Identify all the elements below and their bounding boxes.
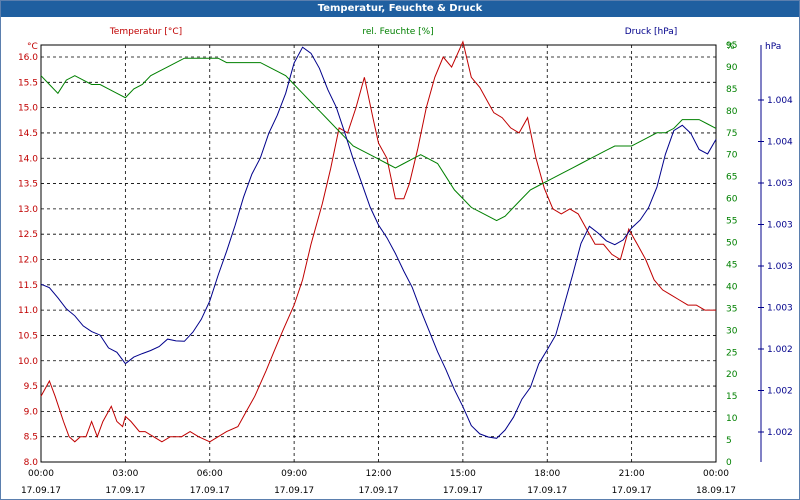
series-line-temp	[40, 40, 716, 443]
chart-plot: °C Temperatur [°C] rel. Feuchte [%] Druc…	[18, 27, 793, 496]
temp-tick-label: 10.0	[18, 357, 38, 367]
hum-tick-label: 0	[726, 458, 732, 468]
x-tick-date: 17.09.17	[443, 486, 483, 496]
press-tick-label: 1.003	[767, 304, 793, 314]
hum-tick-label: 85	[726, 85, 737, 95]
hum-tick-label: 90	[726, 63, 738, 73]
temp-tick-label: 9.5	[24, 382, 38, 392]
x-tick-time: 00:00	[28, 469, 54, 479]
press-tick-label: 1.003	[767, 221, 793, 231]
hum-tick-label: 50	[726, 239, 738, 249]
x-tick-time: 15:00	[450, 469, 476, 479]
press-axis-title: Druck [hPa]	[625, 27, 678, 37]
press-tick-label: 1.002	[767, 387, 793, 397]
temp-tick-label: 9.0	[24, 407, 39, 417]
press-tick-label: 1.004	[767, 138, 793, 148]
x-tick-date: 18.09.17	[696, 486, 736, 496]
x-tick-time: 00:00	[703, 469, 729, 479]
x-tick-time: 09:00	[281, 469, 307, 479]
x-tick-date: 17.09.17	[358, 486, 398, 496]
x-tick-date: 17.09.17	[105, 486, 145, 496]
x-tick-time: 21:00	[619, 469, 645, 479]
x-tick-time: 03:00	[112, 469, 138, 479]
x-tick-time: 12:00	[366, 469, 392, 479]
x-tick-time: 18:00	[534, 469, 560, 479]
press-tick-label: 1.004	[767, 96, 793, 106]
temp-tick-label: 15.0	[18, 104, 38, 114]
hum-tick-label: 15	[726, 392, 737, 402]
x-tick-date: 17.09.17	[21, 486, 61, 496]
x-tick-time: 06:00	[197, 469, 223, 479]
temp-tick-label: 12.5	[18, 230, 38, 240]
hum-tick-label: 10	[726, 414, 738, 424]
chart-title: Temperatur, Feuchte & Druck	[1, 1, 799, 17]
temp-tick-label: 15.5	[18, 78, 38, 88]
hum-tick-label: 25	[726, 348, 737, 358]
hum-tick-label: 5	[726, 436, 732, 446]
x-tick-date: 17.09.17	[274, 486, 314, 496]
hum-unit-label: %	[726, 42, 735, 52]
press-tick-label: 1.003	[767, 262, 793, 272]
hum-tick-label: 95	[726, 41, 737, 51]
temp-tick-label: 13.5	[18, 180, 38, 190]
x-tick-date: 17.09.17	[190, 486, 230, 496]
hum-tick-label: 75	[726, 129, 737, 139]
press-tick-label: 1.003	[767, 179, 793, 189]
press-unit-label: hPa	[765, 42, 781, 52]
hum-tick-label: 70	[726, 151, 738, 161]
temp-tick-label: 13.0	[18, 205, 38, 215]
hum-tick-label: 20	[726, 370, 738, 380]
temp-tick-label: 8.5	[24, 433, 38, 443]
temp-tick-label: 8.0	[24, 458, 39, 468]
x-tick-date: 17.09.17	[612, 486, 652, 496]
temp-tick-label: 14.5	[18, 129, 38, 139]
temp-tick-label: 10.5	[18, 331, 38, 341]
temp-tick-label: 14.0	[18, 154, 38, 164]
temp-tick-label: 11.5	[18, 281, 38, 291]
hum-tick-label: 40	[726, 282, 738, 292]
temp-unit-label: °C	[27, 42, 38, 52]
hum-tick-label: 65	[726, 173, 737, 183]
hum-tick-label: 45	[726, 260, 737, 270]
temp-tick-label: 16.0	[18, 53, 38, 63]
temp-tick-label: 12.0	[18, 256, 38, 266]
press-tick-label: 1.002	[767, 428, 793, 438]
hum-tick-label: 35	[726, 304, 737, 314]
hum-axis-title: rel. Feuchte [%]	[362, 27, 433, 37]
temp-axis-title: Temperatur [°C]	[109, 27, 182, 37]
x-tick-date: 17.09.17	[527, 486, 567, 496]
hum-tick-label: 80	[726, 107, 738, 117]
hum-tick-label: 30	[726, 326, 738, 336]
hum-tick-label: 60	[726, 195, 738, 205]
press-tick-label: 1.002	[767, 345, 793, 355]
hum-tick-label: 55	[726, 217, 737, 227]
temp-tick-label: 11.0	[18, 306, 38, 316]
